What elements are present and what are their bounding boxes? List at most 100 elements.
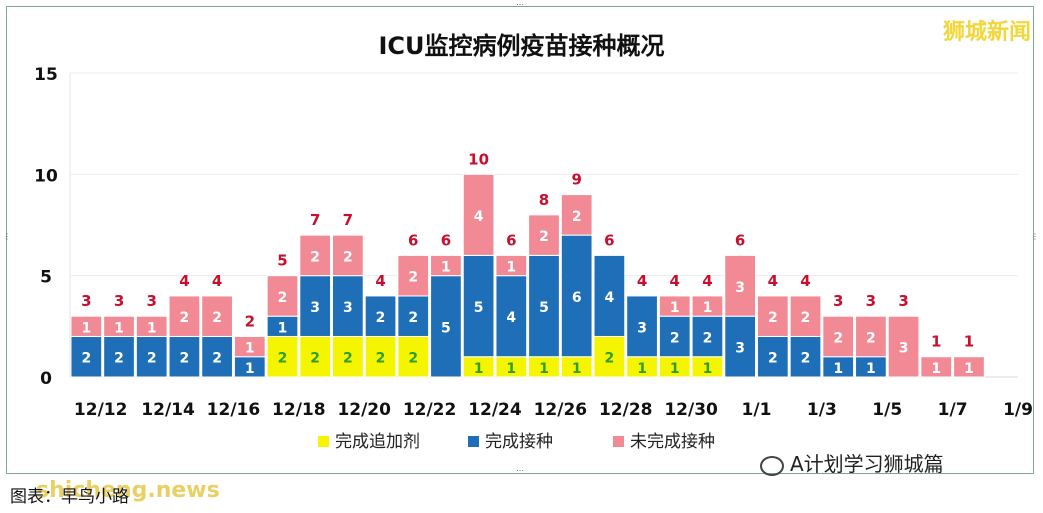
bar-segment <box>233 335 266 358</box>
bar-segment <box>724 315 757 378</box>
total-label: 7 <box>343 211 353 229</box>
y-tick-label: 15 <box>34 65 58 85</box>
bar-segment <box>364 335 397 378</box>
segment-label: 4 <box>605 290 615 306</box>
legend-swatch <box>318 436 329 447</box>
legend-swatch <box>468 436 479 447</box>
segment-label: 3 <box>735 341 745 357</box>
bar-segment <box>201 295 233 337</box>
bar-segment <box>299 234 332 277</box>
total-label: 4 <box>375 272 385 290</box>
x-tick-label: 12/20 <box>337 400 391 420</box>
segment-label: 1 <box>833 361 843 377</box>
bar-segment <box>724 254 757 317</box>
total-label: 3 <box>147 292 157 310</box>
total-label: 1 <box>931 333 941 351</box>
total-label: 3 <box>81 292 91 310</box>
segment-label: 2 <box>408 310 418 326</box>
legend-label: 未完成接种 <box>630 432 715 452</box>
segment-label: 2 <box>180 351 190 367</box>
segment-label: 3 <box>637 320 647 336</box>
segment-label: 2 <box>539 229 549 245</box>
x-tick-label: 1/3 <box>807 400 837 420</box>
segment-label: 3 <box>343 300 353 316</box>
bar-segment <box>658 295 691 317</box>
segment-label: 1 <box>147 320 157 336</box>
total-label: 2 <box>245 312 255 330</box>
segment-label: 1 <box>703 361 713 377</box>
bar-segment <box>331 234 364 277</box>
total-label: 10 <box>468 150 489 168</box>
total-label: 6 <box>506 231 516 249</box>
segment-label: 3 <box>310 300 320 316</box>
total-label: 6 <box>735 231 745 249</box>
total-label: 6 <box>408 231 418 249</box>
bar-segment <box>920 356 953 378</box>
segment-label: 3 <box>899 341 909 357</box>
segment-label: 2 <box>278 290 288 306</box>
segment-label: 5 <box>539 300 549 316</box>
segment-label: 6 <box>572 290 582 306</box>
bar-segment <box>822 315 855 358</box>
bar-segment <box>756 295 789 337</box>
segment-label: 1 <box>637 361 647 377</box>
total-label: 4 <box>212 272 222 290</box>
resize-handle-left[interactable]: ⋮ <box>3 232 11 241</box>
total-label: 8 <box>539 191 549 209</box>
total-label: 9 <box>571 171 581 189</box>
x-tick-label: 12/16 <box>207 400 261 420</box>
segment-label: 2 <box>833 330 843 346</box>
bar-segment <box>397 254 430 297</box>
bar-segment <box>789 335 822 378</box>
segment-label: 1 <box>81 320 91 336</box>
segment-label: 1 <box>474 361 484 377</box>
resize-handle-bottom[interactable]: ⋯ <box>516 466 524 475</box>
bar-segment <box>855 315 887 358</box>
total-label: 6 <box>604 231 614 249</box>
total-label: 1 <box>964 333 974 351</box>
bar-segment <box>495 254 528 277</box>
segment-label: 4 <box>506 310 516 326</box>
x-tick-label: 12/14 <box>141 400 195 420</box>
segment-label: 2 <box>768 310 778 326</box>
resize-handle-right[interactable]: ⋮ <box>1031 232 1039 241</box>
legend-label: 完成追加剂 <box>335 432 420 452</box>
segment-label: 2 <box>180 310 190 326</box>
bar-segment <box>70 335 103 378</box>
total-label: 4 <box>179 272 189 290</box>
y-tick-label: 10 <box>34 166 58 186</box>
segment-label: 3 <box>735 280 745 296</box>
segment-label: 2 <box>212 310 222 326</box>
bar-segment <box>528 214 560 256</box>
segment-label: 2 <box>572 209 582 225</box>
segment-label: 4 <box>474 209 484 225</box>
segment-label: 2 <box>801 310 811 326</box>
total-label: 3 <box>833 292 843 310</box>
bar-segment <box>70 315 103 337</box>
segment-label: 2 <box>343 351 353 367</box>
total-label: 3 <box>866 292 876 310</box>
bar-segment <box>266 335 299 378</box>
resize-handle-top[interactable]: ⋯ <box>516 0 524 9</box>
total-label: 4 <box>670 272 680 290</box>
x-tick-label: 12/28 <box>599 400 653 420</box>
total-label: 5 <box>277 252 287 270</box>
bar-segment <box>430 254 462 277</box>
total-label: 4 <box>702 272 712 290</box>
y-tick-label: 5 <box>40 268 52 288</box>
segment-label: 5 <box>441 320 451 336</box>
source-badge: A计划学习狮城篇 <box>760 448 944 477</box>
bar-segment <box>953 356 985 378</box>
legend-label: 完成接种 <box>485 432 553 452</box>
segment-label: 2 <box>376 310 386 326</box>
bar-segment <box>462 173 495 256</box>
x-tick-label: 12/12 <box>74 400 128 420</box>
bar-segment <box>103 335 135 378</box>
bar-segment <box>168 295 201 337</box>
bar-segment <box>756 335 789 378</box>
segment-label: 2 <box>408 351 418 367</box>
segment-label: 2 <box>147 351 157 367</box>
chart-frame <box>6 6 1034 474</box>
x-tick-label: 1/7 <box>938 400 968 420</box>
segment-label: 2 <box>866 330 876 346</box>
